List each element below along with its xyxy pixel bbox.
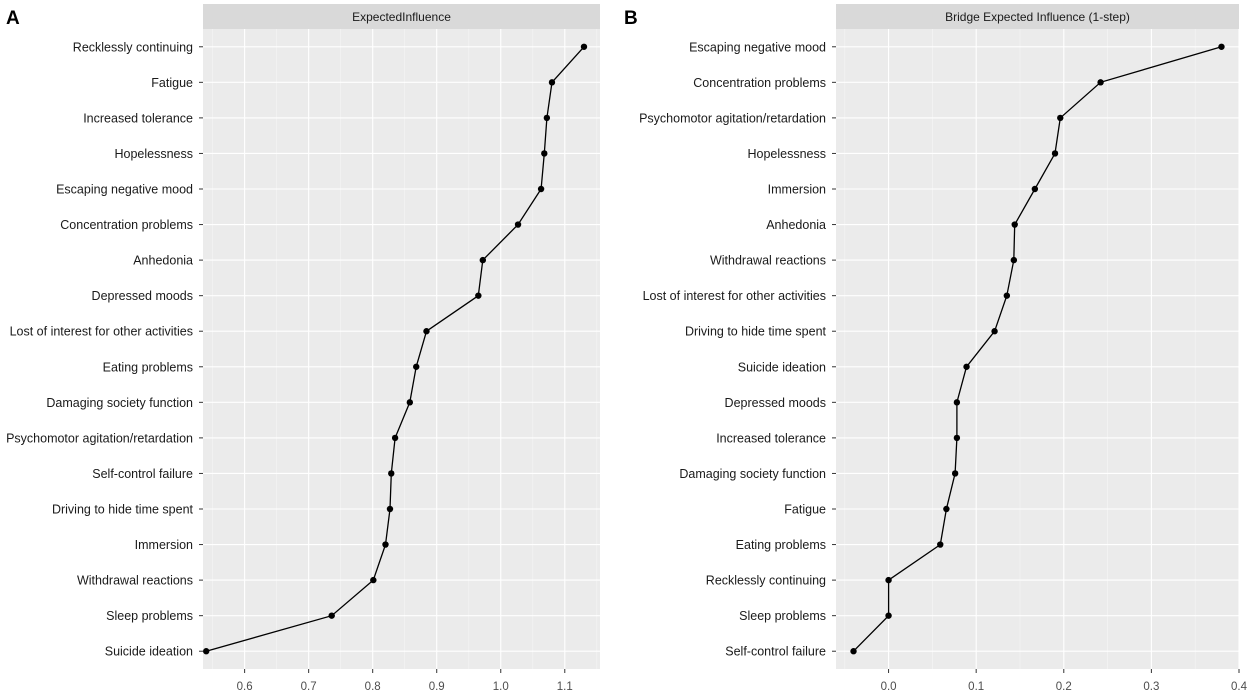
chart-title: Bridge Expected Influence (1-step) [945,10,1130,24]
data-point [951,470,959,477]
category-label: Driving to hide time spent [52,503,194,517]
data-point [423,328,430,335]
x-tick-label: 0.8 [365,681,381,693]
category-label: Immersion [135,538,193,552]
category-label: Eating problems [736,538,826,552]
category-label: Suicide ideation [738,360,826,374]
data-point [370,576,377,584]
data-point [953,399,961,406]
category-label: Depressed moods [92,289,193,303]
category-label: Hopelessness [747,147,826,161]
x-tick-label: 1.0 [493,681,509,693]
x-tick-label: 1.1 [557,681,573,693]
x-tick-label: 0.3 [1143,681,1159,693]
data-point [413,363,420,370]
data-point [943,505,950,513]
plot-background [836,29,1239,669]
facet-strip [836,4,1239,29]
category-label: Sleep problems [739,609,826,623]
data-point [543,114,551,122]
data-point [541,150,548,157]
category-label: Lost of interest for other activities [10,325,193,339]
data-point [1003,292,1011,299]
data-point [391,434,399,442]
x-tick-label: 0.1 [968,681,984,693]
category-label: Anhedonia [133,254,193,268]
data-point [203,648,210,655]
category-label: Withdrawal reactions [77,574,193,588]
data-point [1218,43,1225,50]
category-label: Concentration problems [60,218,193,232]
category-label: Recklessly continuing [706,574,826,588]
category-label: Suicide ideation [105,645,193,659]
data-point [479,256,487,264]
category-label: Eating problems [103,360,193,374]
data-point [1011,221,1018,228]
data-point [388,470,395,477]
data-point [1097,79,1104,86]
data-point [953,434,961,442]
category-label: Escaping negative mood [56,183,193,197]
data-point [963,363,970,370]
data-point [850,648,857,655]
category-label: Concentration problems [693,76,826,90]
x-tick-label: 0.7 [301,681,317,693]
data-point [1057,114,1064,122]
category-label: Hopelessness [114,147,193,161]
data-point [937,541,944,548]
x-tick-label: 0.9 [429,681,445,693]
category-label: Self-control failure [725,645,826,659]
category-label: Recklessly continuing [73,40,193,54]
x-tick-label: 0.4 [1231,681,1248,693]
category-label: Escaping negative mood [689,40,826,54]
category-label: Anhedonia [766,218,826,232]
x-tick-label: 0.6 [237,681,253,693]
category-label: Depressed moods [725,396,826,410]
data-point [328,612,335,619]
data-point [386,505,394,513]
category-label: Damaging society function [679,467,826,481]
category-label: Increased tolerance [716,431,826,445]
category-label: Fatigue [151,76,193,90]
data-point [1010,256,1018,264]
data-point [1051,150,1059,157]
category-label: Lost of interest for other activities [643,289,826,303]
category-label: Immersion [768,183,826,197]
data-point [548,79,556,86]
panel-letter: A [6,8,20,29]
category-label: Damaging society function [46,396,193,410]
category-label: Fatigue [784,503,826,517]
data-point [1031,185,1039,193]
data-point [475,292,482,299]
panel-letter: B [624,8,638,29]
category-label: Psychomotor agitation/retardation [6,431,193,445]
data-point [580,43,588,50]
category-label: Sleep problems [106,609,193,623]
x-tick-label: 0.0 [881,681,897,693]
data-point [514,221,522,228]
series-line [206,46,585,652]
panel-b: B Bridge Expected Influence (1-step) 0.0 0.… [624,4,1248,693]
series-line [853,46,1222,652]
data-point [537,185,545,193]
data-point [382,541,389,548]
category-label: Driving to hide time spent [685,325,827,339]
category-label: Self-control failure [92,467,193,481]
facet-strip [203,4,600,29]
category-label: Withdrawal reactions [710,254,826,268]
data-point [406,399,414,406]
x-tick-label: 0.2 [1056,681,1072,693]
category-label: Increased tolerance [83,111,193,125]
plot-background [203,29,600,669]
panel-a: A ExpectedInfluence 0.6 0.7 0.8 0.9 1.0 1.1 Reck… [6,4,600,693]
category-label: Psychomotor agitation/retardation [639,111,826,125]
data-point [885,612,892,619]
data-point [991,328,998,335]
chart-title: ExpectedInfluence [352,10,451,24]
data-point [885,576,892,584]
